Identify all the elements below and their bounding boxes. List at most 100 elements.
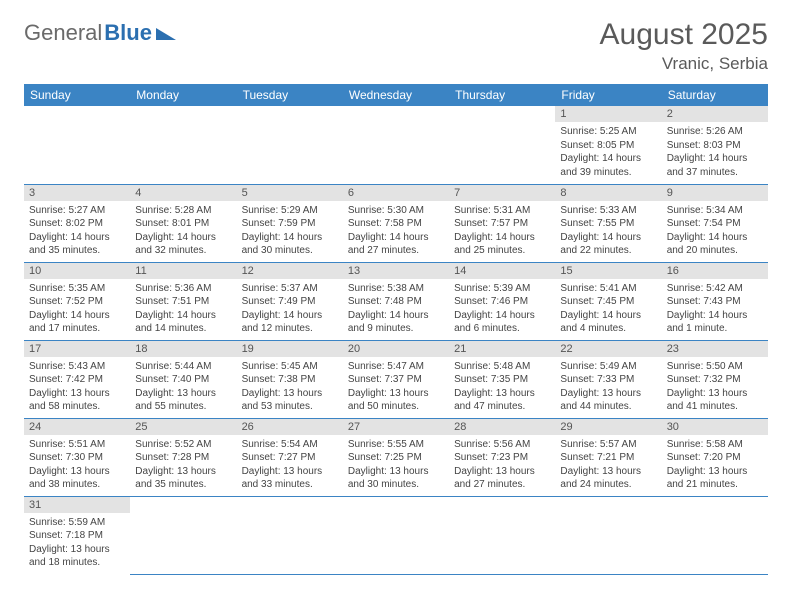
sunset-line: Sunset: 7:45 PM (560, 295, 656, 309)
location-label: Vranic, Serbia (600, 54, 768, 74)
brand-part-2: Blue (104, 20, 152, 46)
day-details: Sunrise: 5:25 AMSunset: 8:05 PMDaylight:… (555, 122, 661, 183)
day-details: Sunrise: 5:39 AMSunset: 7:46 PMDaylight:… (449, 279, 555, 340)
sunrise-line: Sunrise: 5:29 AM (242, 204, 338, 218)
daylight-line: Daylight: 14 hours and 17 minutes. (29, 309, 125, 336)
daylight-line: Daylight: 13 hours and 58 minutes. (29, 387, 125, 414)
calendar-day-cell: 10Sunrise: 5:35 AMSunset: 7:52 PMDayligh… (24, 262, 130, 340)
daylight-line: Daylight: 13 hours and 35 minutes. (135, 465, 231, 492)
calendar-empty-cell (449, 106, 555, 184)
day-details: Sunrise: 5:49 AMSunset: 7:33 PMDaylight:… (555, 357, 661, 418)
daylight-line: Daylight: 13 hours and 27 minutes. (454, 465, 550, 492)
daylight-line: Daylight: 14 hours and 1 minute. (667, 309, 763, 336)
sunrise-line: Sunrise: 5:52 AM (135, 438, 231, 452)
daylight-line: Daylight: 14 hours and 6 minutes. (454, 309, 550, 336)
title-block: August 2025 Vranic, Serbia (600, 20, 768, 74)
sunset-line: Sunset: 7:43 PM (667, 295, 763, 309)
calendar-day-cell: 24Sunrise: 5:51 AMSunset: 7:30 PMDayligh… (24, 418, 130, 496)
daylight-line: Daylight: 13 hours and 21 minutes. (667, 465, 763, 492)
sunset-line: Sunset: 7:55 PM (560, 217, 656, 231)
calendar-day-cell: 8Sunrise: 5:33 AMSunset: 7:55 PMDaylight… (555, 184, 661, 262)
calendar-head: Sunday Monday Tuesday Wednesday Thursday… (24, 84, 768, 106)
sunset-line: Sunset: 8:03 PM (667, 139, 763, 153)
weekday-header: Tuesday (237, 84, 343, 106)
calendar-table: Sunday Monday Tuesday Wednesday Thursday… (24, 84, 768, 575)
day-number: 26 (237, 419, 343, 435)
sunrise-line: Sunrise: 5:38 AM (348, 282, 444, 296)
calendar-week-row: 3Sunrise: 5:27 AMSunset: 8:02 PMDaylight… (24, 184, 768, 262)
sunrise-line: Sunrise: 5:34 AM (667, 204, 763, 218)
daylight-line: Daylight: 14 hours and 35 minutes. (29, 231, 125, 258)
calendar-week-row: 1Sunrise: 5:25 AMSunset: 8:05 PMDaylight… (24, 106, 768, 184)
sunset-line: Sunset: 7:51 PM (135, 295, 231, 309)
day-number: 11 (130, 263, 236, 279)
daylight-line: Daylight: 13 hours and 24 minutes. (560, 465, 656, 492)
sunset-line: Sunset: 7:40 PM (135, 373, 231, 387)
day-details: Sunrise: 5:52 AMSunset: 7:28 PMDaylight:… (130, 435, 236, 496)
day-number: 14 (449, 263, 555, 279)
calendar-day-cell: 16Sunrise: 5:42 AMSunset: 7:43 PMDayligh… (662, 262, 768, 340)
sunrise-line: Sunrise: 5:28 AM (135, 204, 231, 218)
daylight-line: Daylight: 14 hours and 14 minutes. (135, 309, 231, 336)
daylight-line: Daylight: 14 hours and 22 minutes. (560, 231, 656, 258)
daylight-line: Daylight: 14 hours and 25 minutes. (454, 231, 550, 258)
daylight-line: Daylight: 13 hours and 41 minutes. (667, 387, 763, 414)
sunrise-line: Sunrise: 5:48 AM (454, 360, 550, 374)
sunset-line: Sunset: 7:52 PM (29, 295, 125, 309)
sunrise-line: Sunrise: 5:58 AM (667, 438, 763, 452)
sunset-line: Sunset: 7:42 PM (29, 373, 125, 387)
day-details: Sunrise: 5:48 AMSunset: 7:35 PMDaylight:… (449, 357, 555, 418)
day-details: Sunrise: 5:37 AMSunset: 7:49 PMDaylight:… (237, 279, 343, 340)
day-number: 16 (662, 263, 768, 279)
sunset-line: Sunset: 7:59 PM (242, 217, 338, 231)
calendar-empty-cell (662, 496, 768, 574)
sunrise-line: Sunrise: 5:33 AM (560, 204, 656, 218)
sunrise-line: Sunrise: 5:36 AM (135, 282, 231, 296)
sunset-line: Sunset: 7:21 PM (560, 451, 656, 465)
weekday-header: Sunday (24, 84, 130, 106)
sunrise-line: Sunrise: 5:43 AM (29, 360, 125, 374)
sunset-line: Sunset: 7:25 PM (348, 451, 444, 465)
calendar-day-cell: 26Sunrise: 5:54 AMSunset: 7:27 PMDayligh… (237, 418, 343, 496)
daylight-line: Daylight: 14 hours and 30 minutes. (242, 231, 338, 258)
calendar-empty-cell (343, 106, 449, 184)
sunset-line: Sunset: 7:18 PM (29, 529, 125, 543)
month-title: August 2025 (600, 20, 768, 50)
daylight-line: Daylight: 13 hours and 55 minutes. (135, 387, 231, 414)
sunset-line: Sunset: 7:49 PM (242, 295, 338, 309)
sunset-line: Sunset: 7:54 PM (667, 217, 763, 231)
day-details: Sunrise: 5:42 AMSunset: 7:43 PMDaylight:… (662, 279, 768, 340)
weekday-row: Sunday Monday Tuesday Wednesday Thursday… (24, 84, 768, 106)
sunrise-line: Sunrise: 5:57 AM (560, 438, 656, 452)
sunrise-line: Sunrise: 5:37 AM (242, 282, 338, 296)
day-number: 17 (24, 341, 130, 357)
day-number: 13 (343, 263, 449, 279)
weekday-header: Friday (555, 84, 661, 106)
sunrise-line: Sunrise: 5:25 AM (560, 125, 656, 139)
day-details: Sunrise: 5:47 AMSunset: 7:37 PMDaylight:… (343, 357, 449, 418)
calendar-day-cell: 1Sunrise: 5:25 AMSunset: 8:05 PMDaylight… (555, 106, 661, 184)
calendar-day-cell: 19Sunrise: 5:45 AMSunset: 7:38 PMDayligh… (237, 340, 343, 418)
day-details: Sunrise: 5:57 AMSunset: 7:21 PMDaylight:… (555, 435, 661, 496)
daylight-line: Daylight: 14 hours and 9 minutes. (348, 309, 444, 336)
calendar-day-cell: 29Sunrise: 5:57 AMSunset: 7:21 PMDayligh… (555, 418, 661, 496)
calendar-day-cell: 14Sunrise: 5:39 AMSunset: 7:46 PMDayligh… (449, 262, 555, 340)
daylight-line: Daylight: 13 hours and 33 minutes. (242, 465, 338, 492)
day-details: Sunrise: 5:35 AMSunset: 7:52 PMDaylight:… (24, 279, 130, 340)
sunset-line: Sunset: 7:57 PM (454, 217, 550, 231)
daylight-line: Daylight: 13 hours and 47 minutes. (454, 387, 550, 414)
daylight-line: Daylight: 14 hours and 20 minutes. (667, 231, 763, 258)
day-details: Sunrise: 5:34 AMSunset: 7:54 PMDaylight:… (662, 201, 768, 262)
calendar-day-cell: 5Sunrise: 5:29 AMSunset: 7:59 PMDaylight… (237, 184, 343, 262)
sunset-line: Sunset: 7:20 PM (667, 451, 763, 465)
sunset-line: Sunset: 7:58 PM (348, 217, 444, 231)
day-details: Sunrise: 5:43 AMSunset: 7:42 PMDaylight:… (24, 357, 130, 418)
day-number: 22 (555, 341, 661, 357)
sunrise-line: Sunrise: 5:59 AM (29, 516, 125, 530)
calendar-day-cell: 17Sunrise: 5:43 AMSunset: 7:42 PMDayligh… (24, 340, 130, 418)
day-number: 18 (130, 341, 236, 357)
weekday-header: Monday (130, 84, 236, 106)
weekday-header: Saturday (662, 84, 768, 106)
daylight-line: Daylight: 13 hours and 18 minutes. (29, 543, 125, 570)
sunset-line: Sunset: 7:35 PM (454, 373, 550, 387)
